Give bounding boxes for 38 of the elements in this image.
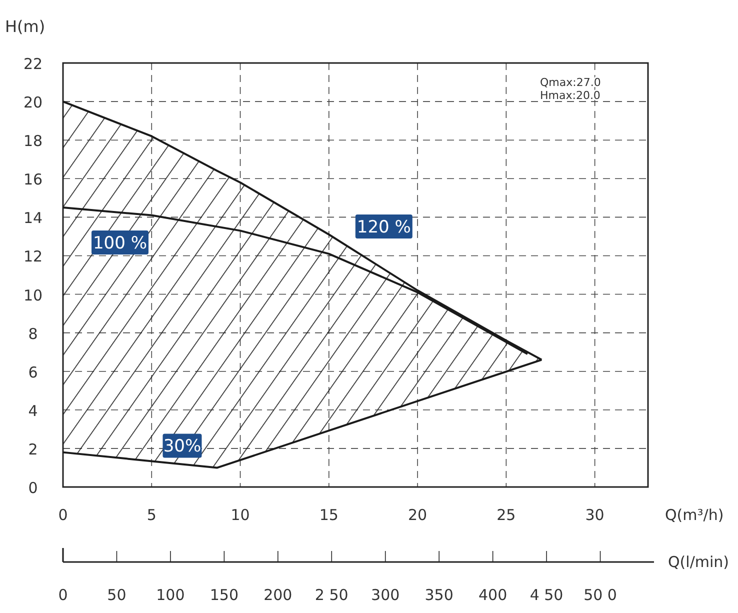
annotation: Qmax:27.0 (540, 76, 601, 89)
x2-tick-label: 0 (58, 586, 68, 604)
y-tick-label: 6 (28, 363, 38, 382)
annotation: Hmax:20.0 (540, 89, 600, 102)
x2-tick-label: 50 0 (584, 586, 617, 604)
y-tick-label: 12 (23, 248, 43, 266)
x-tick-label: 20 (408, 506, 428, 524)
x-tick-label: 0 (58, 506, 68, 524)
y-tick-label: 22 (23, 55, 43, 73)
x-tick-label: 30 (585, 506, 604, 524)
series-label: 100 % (92, 234, 148, 254)
x2-axis-title: Q(l/min) (668, 553, 730, 571)
x-tick-label: 5 (146, 506, 156, 524)
y-axis-title: H(m) (5, 17, 46, 36)
y-tick-label: 10 (23, 286, 43, 304)
y-tick-label: 16 (23, 170, 43, 189)
x2-tick-label: 50 (107, 586, 126, 604)
series-label: 120 % (356, 218, 411, 238)
x2-tick-label: 350 (424, 586, 454, 604)
x2-tick-label: 300 (371, 586, 400, 604)
x-tick-label: 25 (496, 506, 516, 524)
y-tick-label: 0 (28, 479, 38, 497)
x2-tick-label: 2 50 (314, 586, 348, 604)
y-tick-label: 20 (23, 94, 43, 112)
y-tick-label: 18 (23, 132, 43, 150)
x2-tick-label: 200 (264, 586, 292, 604)
x-axis-title: Q(m³/h) (665, 506, 724, 524)
x-tick-label: 15 (319, 506, 338, 524)
y-tick-label: 14 (23, 209, 43, 228)
y-tick-label: 2 (28, 440, 38, 458)
y-tick-label: 4 (28, 402, 38, 420)
y-tick-label: 8 (28, 324, 38, 343)
x2-tick-label: 100 (156, 586, 185, 604)
x-tick-label: 10 (230, 506, 250, 524)
x2-tick-label: 400 (478, 586, 508, 604)
x2-tick-label: 150 (210, 586, 238, 604)
x2-tick-label: 4 50 (530, 586, 564, 604)
series-label: 30% (163, 436, 202, 457)
